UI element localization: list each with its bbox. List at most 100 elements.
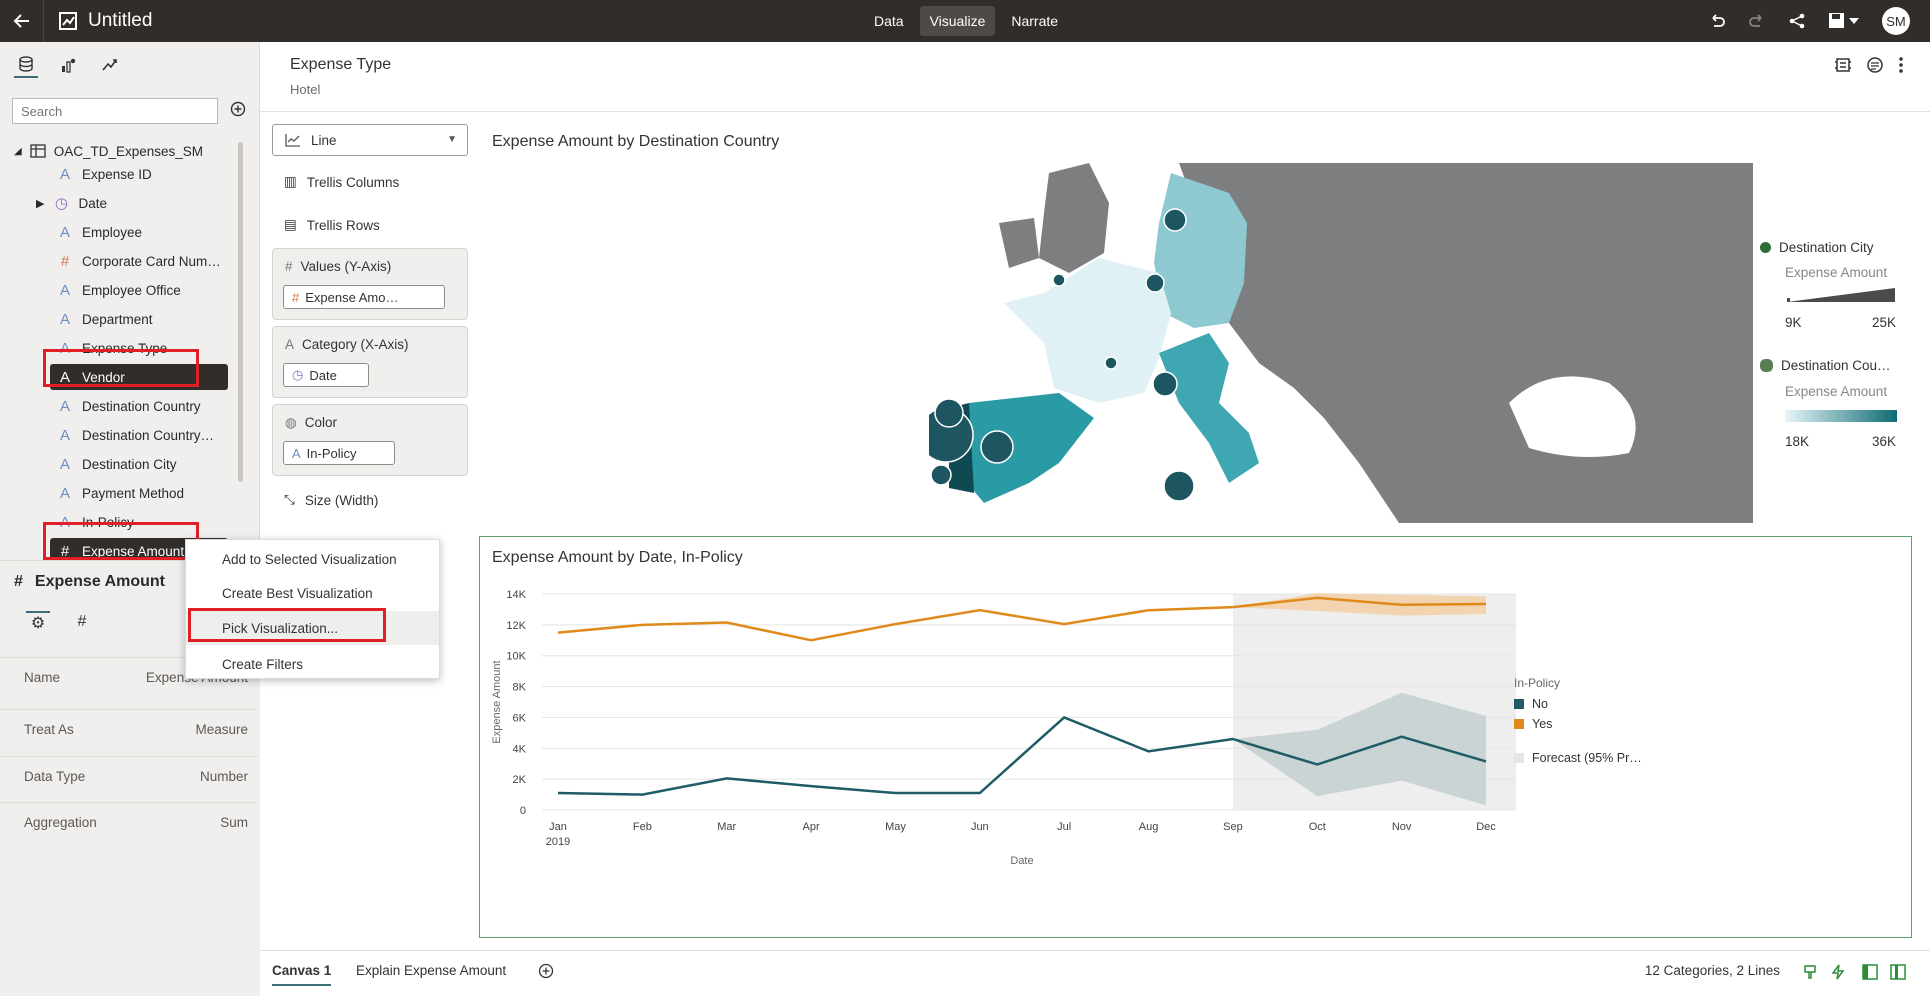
filter-bar: Expense Type Hotel — [260, 42, 1930, 112]
tree-item-date[interactable]: ▶ ◷ Date — [36, 195, 107, 212]
europe-map[interactable] — [929, 163, 1753, 523]
tree-item-destination-city[interactable]: A Destination City — [54, 451, 177, 477]
menu-create-filters[interactable]: Create Filters — [222, 657, 304, 672]
workbook-icon — [59, 12, 77, 30]
workbook-title[interactable]: Untitled — [88, 10, 153, 31]
highlight-vendor — [43, 349, 199, 387]
category-dropzone[interactable]: A Category (X-Axis) ◷ Date — [272, 326, 468, 398]
y-tick-label: 0 — [520, 805, 526, 817]
x-tick-label: Dec — [1476, 821, 1496, 833]
prop-row-treat-as[interactable]: Treat As Measure — [0, 709, 258, 749]
more-options-icon[interactable] — [1898, 56, 1904, 74]
map-country-france — [1004, 258, 1171, 403]
measure-icon: # — [60, 252, 70, 270]
expand-caret-icon[interactable]: ▶ — [36, 197, 45, 210]
legend-label-no: No — [1532, 697, 1548, 711]
tab-number-format[interactable]: # — [70, 611, 94, 633]
forecast-band-no — [1232, 692, 1486, 806]
trellis-rows-icon: ▤ — [284, 217, 297, 232]
tree-item-department[interactable]: A Department — [54, 306, 153, 332]
legend-label-forecast: Forecast (95% Pr… — [1532, 751, 1642, 765]
city-bubble — [1104, 356, 1118, 370]
size-dropzone[interactable]: ⤡ Size (Width) — [284, 492, 379, 508]
attribute-icon: A — [59, 339, 70, 357]
menu-add-to-selected[interactable]: Add to Selected Visualization — [222, 552, 397, 567]
brush-icon[interactable] — [1802, 964, 1818, 980]
x-tick-label: Jun — [971, 821, 989, 833]
number-format-icon: # — [77, 613, 87, 630]
collapse-caret-icon[interactable]: ◢ — [14, 145, 22, 157]
back-button[interactable] — [0, 0, 44, 42]
redo-icon[interactable] — [1748, 12, 1766, 30]
undo-icon[interactable] — [1708, 12, 1726, 30]
user-avatar[interactable]: SM — [1882, 7, 1910, 35]
top-bar: Untitled Data Visualize Narrate SM — [0, 0, 1930, 42]
category-pill[interactable]: ◷ Date — [283, 363, 369, 387]
tree-item-destination-country[interactable]: A Destination Country — [54, 393, 201, 419]
tree-item-employee[interactable]: A Employee — [54, 219, 142, 245]
mode-narrate[interactable]: Narrate — [1011, 13, 1059, 29]
filter-value[interactable]: Hotel — [290, 82, 321, 97]
highlight-expense-amount — [43, 522, 199, 560]
tab-visualizations[interactable] — [56, 52, 80, 78]
values-dropzone[interactable]: # Values (Y-Axis) # Expense Amo… — [272, 248, 468, 320]
auto-refresh-icon[interactable] — [1830, 964, 1846, 980]
mode-visualize[interactable]: Visualize — [919, 6, 996, 36]
insights-icon[interactable] — [1866, 56, 1884, 74]
city-bubble — [1052, 273, 1066, 287]
tree-item-destination-country-2[interactable]: A Destination Country… — [54, 422, 214, 448]
line-chart-icon — [285, 134, 300, 147]
x-tick-label: Jan — [549, 821, 567, 833]
viz-type-select[interactable]: Line ▼ — [272, 124, 468, 156]
grammar-panel: Line ▼ ▥ Trellis Columns ▤ Trellis Rows # V… — [260, 112, 480, 962]
values-pill[interactable]: # Expense Amo… — [283, 285, 445, 309]
series-line-no — [557, 715, 1487, 796]
prop-row-aggregation[interactable]: Aggregation Sum — [0, 802, 258, 842]
tree-item-payment-method[interactable]: A Payment Method — [54, 480, 184, 506]
y-tick-label: 12K — [506, 620, 526, 632]
map-ireland — [999, 218, 1039, 268]
map-country-italy — [1159, 333, 1259, 483]
tree-item-employee-office[interactable]: A Employee Office — [54, 277, 181, 303]
save-icon[interactable] — [1828, 12, 1860, 30]
legend-swatch-no — [1514, 699, 1524, 709]
y-tick-label: 8K — [513, 682, 527, 694]
tab-data[interactable] — [14, 52, 38, 78]
tab-general-settings[interactable]: ⚙ — [26, 611, 50, 633]
color-dropzone[interactable]: ◍ Color A In-Policy — [272, 404, 468, 476]
filter-label[interactable]: Expense Type — [290, 56, 392, 73]
city-bubble — [980, 430, 1014, 464]
line-chart: 0 2K 4K 6K 8K 10K 12K 14K Jan Feb Mar Apr May Jun Jul A… — [491, 589, 1642, 867]
add-data-icon[interactable] — [230, 101, 246, 117]
trellis-columns-dropzone[interactable]: ▥ Trellis Columns — [284, 174, 400, 190]
auto-apply-icon[interactable] — [1834, 56, 1852, 74]
mode-data[interactable]: Data — [874, 13, 904, 29]
tab-canvas-1[interactable]: Canvas 1 — [272, 963, 332, 986]
attribute-icon: A — [59, 310, 70, 328]
color-pill[interactable]: A In-Policy — [283, 441, 395, 465]
toggle-grammar-panel-icon[interactable] — [1890, 964, 1906, 980]
share-icon[interactable] — [1788, 12, 1806, 30]
measure-icon: # — [14, 573, 23, 590]
add-canvas-icon[interactable] — [538, 963, 554, 979]
line-chart-container[interactable]: Expense Amount by Date, In-Policy 0 2K 4K 6… — [479, 536, 1912, 938]
dataset-icon — [30, 144, 46, 158]
visualization-icon — [62, 58, 76, 73]
x-tick-label: Jul — [1057, 821, 1071, 833]
tree-scrollbar[interactable] — [238, 142, 243, 482]
dataset-node[interactable]: ◢ OAC_TD_Expenses_SM — [14, 138, 203, 164]
attribute-icon: A — [59, 426, 70, 444]
tree-item-expense-id[interactable]: A Expense ID — [54, 161, 152, 187]
trellis-rows-dropzone[interactable]: ▤ Trellis Rows — [284, 217, 380, 233]
x-tick-sublabel: 2019 — [546, 836, 570, 848]
toggle-left-panel-icon[interactable] — [1862, 964, 1878, 980]
menu-create-best-viz[interactable]: Create Best Visualization — [222, 586, 373, 601]
time-icon: ◷ — [292, 367, 304, 382]
tree-item-corporate-card[interactable]: # Corporate Card Num… — [54, 248, 221, 274]
prop-row-data-type[interactable]: Data Type Number — [0, 756, 258, 796]
tab-explain-expense-amount[interactable]: Explain Expense Amount — [356, 963, 507, 978]
y-tick-label: 10K — [506, 651, 526, 663]
search-input[interactable] — [12, 98, 218, 124]
city-size-scale — [1787, 288, 1895, 302]
tab-analytics[interactable] — [98, 52, 122, 78]
